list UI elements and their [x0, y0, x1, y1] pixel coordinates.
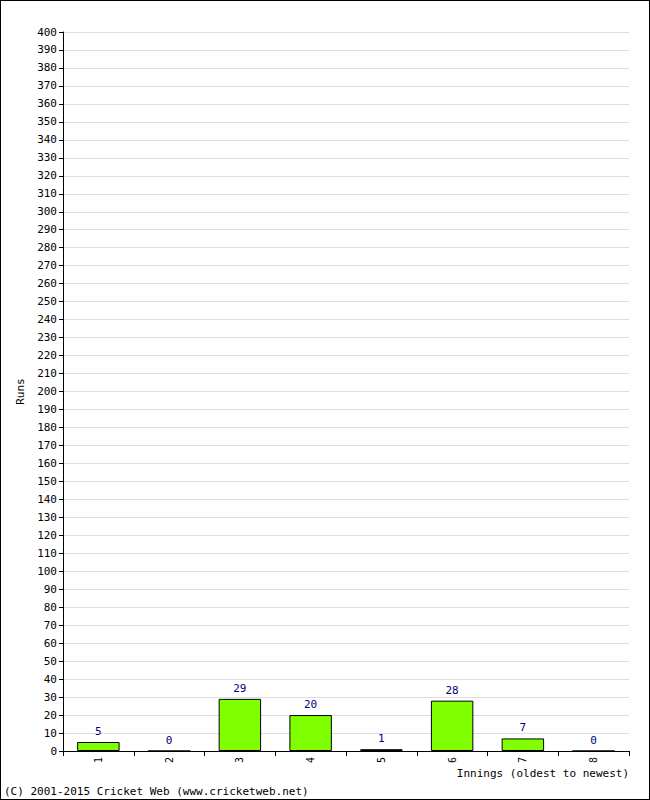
svg-text:7: 7 — [517, 757, 528, 763]
svg-text:380: 380 — [37, 61, 57, 74]
svg-text:210: 210 — [37, 367, 57, 380]
svg-text:20: 20 — [44, 709, 57, 722]
svg-text:90: 90 — [44, 583, 57, 596]
svg-text:6: 6 — [447, 757, 458, 763]
svg-text:300: 300 — [37, 205, 57, 218]
svg-text:130: 130 — [37, 511, 57, 524]
svg-text:70: 70 — [44, 619, 57, 632]
svg-text:260: 260 — [37, 277, 57, 290]
svg-text:290: 290 — [37, 223, 57, 236]
svg-text:120: 120 — [37, 529, 57, 542]
svg-text:320: 320 — [37, 169, 57, 182]
svg-text:1: 1 — [378, 732, 385, 745]
svg-text:Innings (oldest to newest): Innings (oldest to newest) — [457, 767, 629, 780]
svg-text:0: 0 — [50, 745, 57, 758]
svg-text:0: 0 — [166, 734, 173, 747]
svg-text:80: 80 — [44, 601, 57, 614]
svg-text:10: 10 — [44, 727, 57, 740]
svg-text:310: 310 — [37, 187, 57, 200]
svg-text:5: 5 — [95, 725, 102, 738]
svg-text:140: 140 — [37, 493, 57, 506]
svg-text:180: 180 — [37, 421, 57, 434]
svg-text:5: 5 — [376, 757, 387, 763]
svg-text:50: 50 — [44, 655, 57, 668]
svg-text:3: 3 — [234, 757, 245, 763]
svg-text:Runs: Runs — [14, 378, 27, 405]
svg-text:2: 2 — [164, 757, 175, 763]
svg-text:390: 390 — [37, 43, 57, 56]
svg-text:170: 170 — [37, 439, 57, 452]
svg-text:370: 370 — [37, 79, 57, 92]
svg-text:28: 28 — [446, 684, 459, 697]
svg-text:400: 400 — [37, 26, 57, 39]
svg-text:330: 330 — [37, 151, 57, 164]
svg-text:0: 0 — [590, 734, 597, 747]
svg-text:250: 250 — [37, 295, 57, 308]
svg-text:230: 230 — [37, 331, 57, 344]
svg-text:340: 340 — [37, 133, 57, 146]
svg-text:360: 360 — [37, 97, 57, 110]
svg-text:220: 220 — [37, 349, 57, 362]
svg-text:29: 29 — [233, 682, 246, 695]
svg-text:20: 20 — [304, 698, 317, 711]
svg-text:110: 110 — [37, 547, 57, 560]
svg-text:(C) 2001-2015 Cricket Web (www: (C) 2001-2015 Cricket Web (www.cricketwe… — [4, 785, 309, 798]
svg-text:60: 60 — [44, 637, 57, 650]
svg-text:40: 40 — [44, 673, 57, 686]
svg-text:30: 30 — [44, 691, 57, 704]
svg-text:190: 190 — [37, 403, 57, 416]
svg-text:270: 270 — [37, 259, 57, 272]
svg-text:200: 200 — [37, 385, 57, 398]
svg-text:280: 280 — [37, 241, 57, 254]
svg-text:160: 160 — [37, 457, 57, 470]
svg-text:1: 1 — [93, 757, 104, 763]
svg-text:150: 150 — [37, 475, 57, 488]
svg-text:100: 100 — [37, 565, 57, 578]
svg-text:7: 7 — [520, 721, 527, 734]
svg-text:4: 4 — [305, 757, 316, 763]
svg-text:350: 350 — [37, 115, 57, 128]
svg-text:8: 8 — [588, 757, 599, 763]
svg-text:240: 240 — [37, 313, 57, 326]
